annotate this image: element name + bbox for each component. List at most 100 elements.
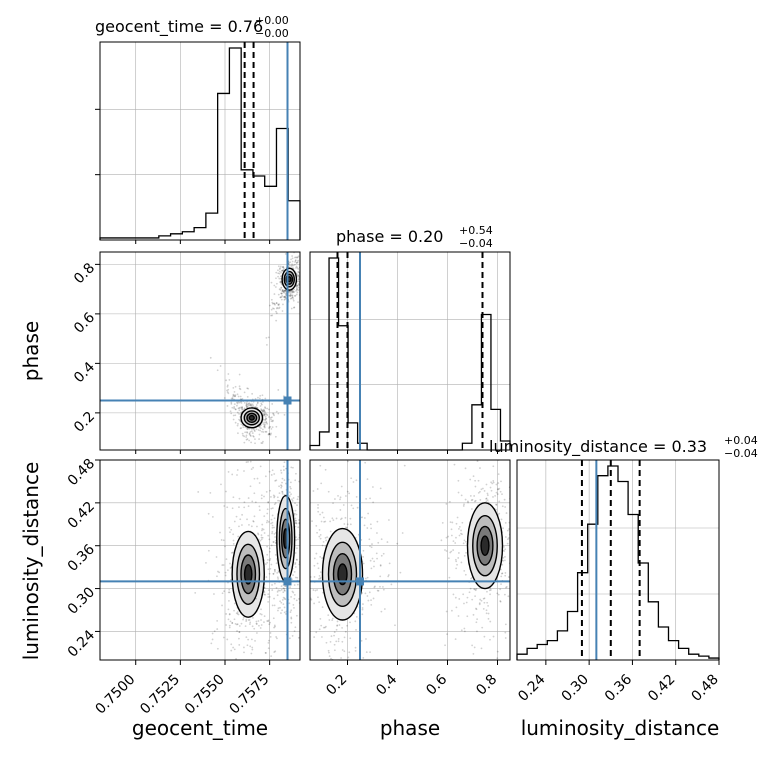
sample-point (261, 409, 263, 412)
sample-point (374, 585, 376, 588)
sample-point (275, 562, 278, 565)
sample-point (496, 488, 499, 491)
sample-point (482, 487, 484, 490)
sample-point (318, 628, 321, 631)
sample-point (260, 608, 262, 611)
sample-point (276, 576, 279, 579)
sample-point (445, 536, 448, 539)
sample-point (234, 622, 237, 625)
sample-point (369, 523, 372, 526)
sample-point (219, 531, 221, 534)
sample-point (526, 523, 528, 525)
sample-point (263, 515, 266, 518)
sample-point (348, 651, 351, 654)
panel-phase-hist (309, 251, 511, 454)
sample-point (294, 294, 297, 297)
sample-point (306, 510, 308, 512)
sample-point (263, 409, 265, 412)
sample-point (249, 403, 252, 406)
sample-point (296, 504, 298, 507)
sample-point (451, 521, 454, 524)
sample-point (205, 561, 207, 564)
sample-point (468, 444, 470, 446)
sample-point (281, 437, 283, 439)
sample-point (293, 457, 295, 459)
sample-point (278, 277, 281, 280)
sample-point (244, 625, 247, 628)
sample-point (281, 477, 284, 480)
sample-point (282, 591, 285, 594)
sample-point (278, 306, 281, 309)
sample-point (333, 643, 336, 646)
sample-point (302, 520, 304, 522)
sample-point (283, 413, 286, 416)
sample-point (448, 576, 451, 579)
sample-point (228, 599, 230, 602)
sample-point (259, 612, 262, 615)
sample-point (292, 264, 295, 267)
sample-point (263, 425, 265, 428)
sample-point (289, 481, 292, 484)
sample-point (267, 534, 270, 537)
sample-point (248, 432, 251, 435)
sample-point (504, 574, 507, 577)
sample-point (513, 604, 515, 606)
sample-point (499, 588, 502, 591)
sample-point (280, 469, 282, 472)
sample-point (207, 512, 210, 515)
sample-point (475, 607, 477, 610)
sample-point (345, 526, 347, 529)
sample-point (340, 517, 343, 520)
sample-point (291, 296, 294, 299)
sample-point (467, 500, 469, 503)
sample-point (235, 663, 237, 665)
sample-point (304, 303, 306, 305)
sample-point (495, 503, 498, 506)
sample-point (265, 521, 268, 524)
sample-point (263, 409, 266, 412)
sample-point (273, 597, 275, 600)
sample-point (290, 621, 293, 624)
sample-point (232, 646, 235, 649)
sample-point (472, 652, 475, 655)
sample-point (514, 512, 516, 514)
sample-point (328, 437, 330, 439)
sample-point (246, 451, 248, 453)
sample-point (507, 576, 510, 578)
sample-point (267, 416, 270, 418)
sample-point (243, 407, 246, 410)
sample-point (258, 509, 261, 512)
sample-point (450, 550, 453, 553)
sample-point (223, 672, 225, 674)
sample-point (446, 633, 448, 636)
sample-point (263, 621, 265, 624)
x-tick-label: 0.7500 (93, 672, 139, 718)
sample-point (506, 538, 509, 541)
sample-point (246, 387, 249, 390)
x-axis-label-geocent-time: geocent_time (132, 716, 268, 740)
sample-point (465, 601, 468, 604)
sample-point (328, 651, 330, 654)
sample-point (295, 285, 298, 288)
sample-point (449, 521, 452, 524)
sample-point (227, 591, 230, 594)
sample-point (304, 595, 306, 597)
sample-point (475, 608, 478, 611)
sample-point (297, 274, 299, 276)
sample-point (240, 411, 243, 414)
sample-point (250, 404, 253, 407)
sample-point (230, 401, 233, 404)
sample-point (371, 557, 374, 560)
sample-point (370, 603, 373, 606)
sample-point (247, 619, 250, 621)
sample-point (232, 542, 235, 545)
sample-point (293, 597, 296, 600)
sample-point (251, 625, 254, 628)
sample-point (260, 536, 263, 539)
sample-point (233, 395, 236, 398)
sample-point (321, 557, 323, 559)
sample-point (259, 627, 262, 629)
sample-point (366, 576, 369, 579)
sample-point (243, 435, 246, 438)
sample-point (253, 429, 256, 432)
